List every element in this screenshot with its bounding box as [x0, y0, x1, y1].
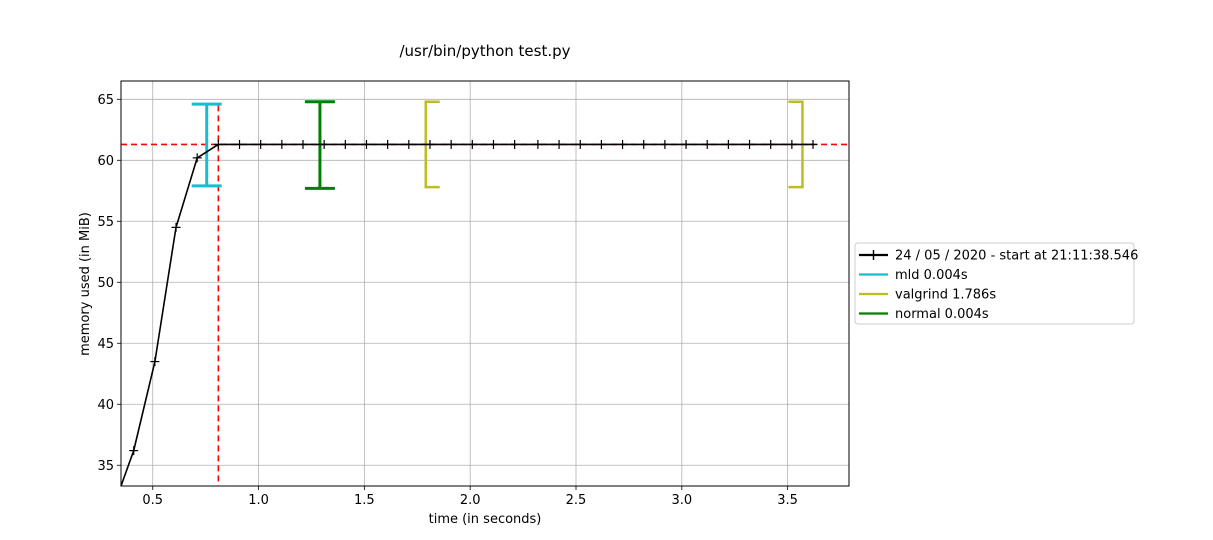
memory-sample-marker: [745, 139, 755, 149]
memory-sample-marker: [723, 139, 733, 149]
legend-label: 24 / 05 / 2020 - start at 21:11:38.546: [895, 249, 1138, 264]
memory-sample-marker: [383, 139, 393, 149]
memory-sample-marker: [150, 357, 160, 367]
y-tick-label: 55: [97, 215, 114, 230]
memory-sample-marker: [192, 153, 202, 163]
memory-series-line: [120, 143, 813, 487]
memory-sample-marker: [596, 139, 606, 149]
memory-sample-marker: [298, 139, 308, 149]
memory-sample-marker: [488, 139, 498, 149]
y-tick-label: 35: [97, 459, 114, 474]
y-tick-label: 40: [97, 398, 114, 413]
memory-sample-marker: [171, 222, 181, 232]
memory-sample-marker: [361, 139, 371, 149]
memory-sample-marker: [213, 139, 223, 149]
y-tick-label: 45: [97, 337, 114, 352]
x-tick-label: 1.5: [354, 493, 375, 508]
memory-sample-marker: [446, 139, 456, 149]
bracket-mld: [191, 102, 222, 188]
memory-sample-marker: [129, 446, 139, 456]
x-tick-label: 3.0: [671, 493, 692, 508]
legend-label: mld 0.004s: [895, 268, 968, 283]
series-layer: [120, 139, 818, 487]
grid: [121, 81, 849, 486]
memory-sample-marker: [766, 139, 776, 149]
legend-item: mld 0.004s: [859, 268, 968, 283]
y-tick-label: 50: [97, 276, 114, 291]
legend-label: valgrind 1.786s: [895, 288, 996, 303]
x-axis-label: time (in seconds): [429, 512, 542, 527]
y-axis-label: memory used (in MiB): [78, 212, 93, 356]
memory-sample-marker: [787, 139, 797, 149]
reference-lines: [121, 105, 849, 486]
memory-sample-marker: [533, 139, 543, 149]
legend-item: 24 / 05 / 2020 - start at 21:11:38.546: [859, 249, 1138, 264]
memory-sample-marker: [256, 139, 266, 149]
memory-sample-marker: [639, 139, 649, 149]
memory-sample-marker: [618, 139, 628, 149]
timing-brackets: [191, 100, 804, 190]
memory-sample-marker: [554, 139, 564, 149]
legend-item: valgrind 1.786s: [859, 288, 996, 303]
x-tick-label: 3.5: [777, 493, 798, 508]
memory-sample-marker: [340, 139, 350, 149]
x-tick-label: 2.0: [460, 493, 481, 508]
legend-label: normal 0.004s: [895, 307, 989, 322]
x-tick-label: 2.5: [566, 493, 587, 508]
memory-sample-marker: [702, 139, 712, 149]
axis-ticks: 0.5 1.0 1.5 2.0 2.5 3.0 3.5 35 40 45 50 55 60 65: [97, 93, 798, 508]
memory-sample-marker: [425, 139, 435, 149]
legend: 24 / 05 / 2020 - start at 21:11:38.546 ml…: [854, 242, 1138, 325]
memory-sample-marker: [467, 139, 477, 149]
plot-frame: [120, 80, 850, 487]
legend-item: normal 0.004s: [859, 307, 989, 322]
y-tick-label: 60: [97, 154, 114, 169]
legend-box: [854, 242, 1135, 325]
memory-sample-marker: [277, 139, 287, 149]
x-tick-label: 1.0: [248, 493, 269, 508]
memory-sample-marker: [319, 139, 329, 149]
memory-sample-marker: [235, 139, 245, 149]
x-tick-label: 0.5: [142, 493, 163, 508]
memory-sample-marker: [575, 139, 585, 149]
memory-sample-marker: [808, 139, 818, 149]
chart-title: /usr/bin/python test.py: [399, 42, 570, 60]
y-tick-label: 65: [97, 93, 114, 108]
memory-sample-marker: [510, 139, 520, 149]
memory-sample-marker: [681, 139, 691, 149]
memory-sample-marker: [404, 139, 414, 149]
memory-sample-marker: [660, 139, 670, 149]
